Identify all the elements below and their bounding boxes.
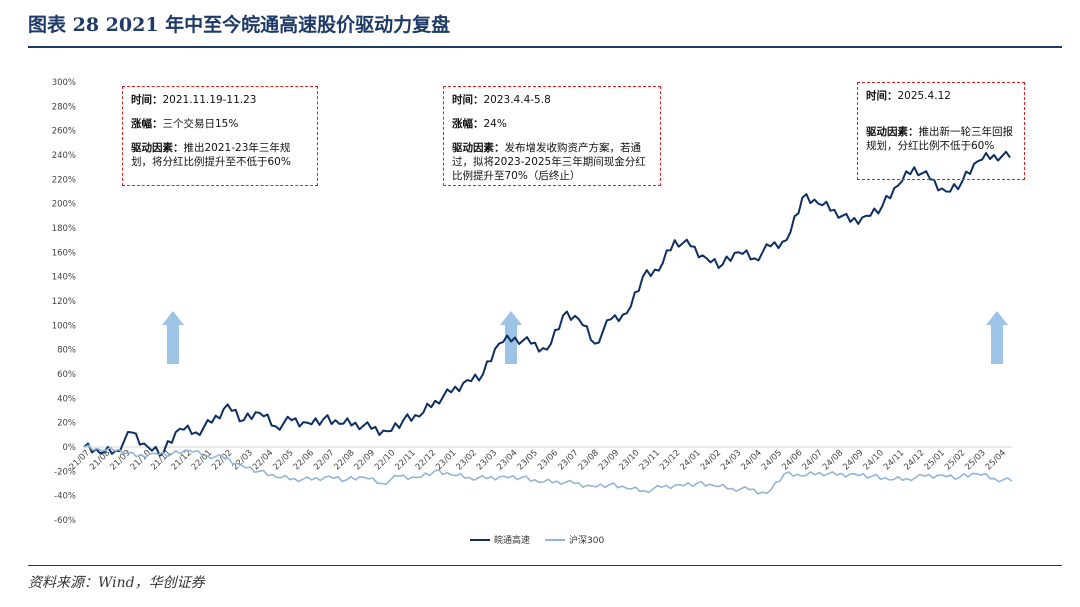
y-tick-label: 200% xyxy=(52,200,76,210)
y-tick-label: 80% xyxy=(57,346,76,356)
x-tick-label: 24/07 xyxy=(801,448,825,472)
annotation-box-2: 时间：2023.4.4-5.8 涨幅：24% 驱动因素：发布增发收购资产方案，若… xyxy=(443,86,661,186)
x-tick-label: 24/01 xyxy=(678,448,702,472)
y-tick-label: 300% xyxy=(52,78,76,88)
figure-title: 图表 28 2021 年中至今皖通高速股价驱动力复盘 xyxy=(28,14,451,36)
x-tick-label: 23/11 xyxy=(638,448,662,472)
y-tick-label: 40% xyxy=(57,394,76,404)
anno3-driver-label: 驱动因素： xyxy=(866,126,919,138)
up-arrow-icon xyxy=(500,311,522,364)
anno1-change-label: 涨幅： xyxy=(131,118,163,130)
x-tick-label: 24/06 xyxy=(780,448,804,472)
anno2-driver-label: 驱动因素： xyxy=(452,142,505,154)
y-tick-label: 260% xyxy=(52,127,76,137)
anno2-change-label: 涨幅： xyxy=(452,118,484,130)
x-tick-label: 24/09 xyxy=(841,448,865,472)
y-tick-label: 140% xyxy=(52,273,76,283)
annotation-box-3: 时间：2025.4.12 驱动因素：推出新一轮三年回报规划，分红比例不低于60% xyxy=(857,82,1025,180)
x-tick-label: 22/11 xyxy=(393,448,417,472)
x-tick-label: 22/02 xyxy=(210,448,234,472)
legend-label: 皖通高速 xyxy=(494,534,530,546)
anno1-time: 2021.11.19-11.23 xyxy=(162,94,257,106)
x-tick-label: 24/05 xyxy=(760,448,784,472)
y-tick-label: -40% xyxy=(54,492,76,502)
x-tick-label: 23/04 xyxy=(495,448,519,472)
x-tick-label: 24/12 xyxy=(902,448,926,472)
x-tick-label: 22/08 xyxy=(332,448,356,472)
y-tick-label: 100% xyxy=(52,321,76,331)
anno3-time-label: 时间： xyxy=(866,90,898,102)
x-tick-label: 24/11 xyxy=(882,448,906,472)
y-tick-label: 120% xyxy=(52,297,76,307)
legend-label: 沪深300 xyxy=(569,534,604,546)
x-tick-label: 22/12 xyxy=(414,448,438,472)
y-tick-label: 60% xyxy=(57,370,76,380)
x-tick-label: 23/08 xyxy=(577,448,601,472)
line-chart: 300% 280% 260% 240% 220% 200% 180% 160% 140% 120%… xyxy=(52,78,1013,546)
x-tick-label: 25/02 xyxy=(943,448,967,472)
anno1-driver: 推出2021-23年三年规划，将分红比例提升至不低于60% xyxy=(131,142,291,168)
x-tick-label: 23/05 xyxy=(516,448,540,472)
y-tick-label: 0% xyxy=(63,443,77,453)
series-line-wantong xyxy=(83,150,1011,457)
anno2-time-label: 时间： xyxy=(452,94,484,106)
anno2-change: 24% xyxy=(483,118,507,130)
x-tick-label: 22/04 xyxy=(251,448,275,472)
anno3-driver: 推出新一轮三年回报规划，分红比例不低于60% xyxy=(866,126,1013,152)
x-tick-label: 23/10 xyxy=(617,448,641,472)
x-tick-label: 21/11 xyxy=(149,448,173,472)
x-tick-label: 23/06 xyxy=(536,448,560,472)
x-tick-label: 24/08 xyxy=(821,448,845,472)
y-tick-label: 180% xyxy=(52,224,76,234)
x-tick-label: 23/01 xyxy=(434,448,458,472)
series-line-hs300 xyxy=(83,444,1013,495)
annotation-box-1: 时间：2021.11.19-11.23 涨幅：三个交易日15% 驱动因素：推出2… xyxy=(122,86,318,186)
x-tick-label: 23/02 xyxy=(454,448,478,472)
x-tick-label: 23/09 xyxy=(597,448,621,472)
x-tick-label: 23/12 xyxy=(658,448,682,472)
x-tick-label: 24/10 xyxy=(862,448,886,472)
x-tick-label: 22/05 xyxy=(271,448,295,472)
x-tick-label: 25/01 xyxy=(923,448,947,472)
x-tick-label: 25/04 xyxy=(984,448,1008,472)
anno1-driver-label: 驱动因素： xyxy=(131,142,184,154)
y-tick-label: 280% xyxy=(52,102,76,112)
anno1-change: 三个交易日15% xyxy=(162,118,239,130)
up-arrow-icon xyxy=(986,311,1008,364)
x-tick-label: 22/09 xyxy=(353,448,377,472)
anno2-driver: 发布增发收购资产方案，若通过，拟将2023-2025年三年期间现金分红比例提升至… xyxy=(452,142,646,182)
legend: 皖通高速 沪深300 xyxy=(470,534,604,546)
y-axis: 300% 280% 260% 240% 220% 200% 180% 160% 140% 120%… xyxy=(52,78,76,526)
anno3-time: 2025.4.12 xyxy=(897,90,951,102)
y-tick-label: -20% xyxy=(54,467,76,477)
y-tick-label: 20% xyxy=(57,419,76,429)
anno1-time-label: 时间： xyxy=(131,94,163,106)
x-tick-label: 24/04 xyxy=(739,448,763,472)
source-note: 资料来源：Wind，华创证券 xyxy=(28,575,205,591)
up-arrow-icon xyxy=(162,311,184,364)
y-tick-label: 160% xyxy=(52,248,76,258)
x-tick-label: 25/03 xyxy=(963,448,987,472)
anno2-time: 2023.4.4-5.8 xyxy=(483,94,551,106)
footer-rule xyxy=(28,565,1062,566)
x-tick-label: 24/03 xyxy=(719,448,743,472)
series-lines xyxy=(83,150,1013,495)
x-tick-label: 23/03 xyxy=(475,448,499,472)
x-tick-label: 24/02 xyxy=(699,448,723,472)
y-tick-label: 240% xyxy=(52,151,76,161)
y-tick-label: 220% xyxy=(52,175,76,185)
x-tick-label: 22/10 xyxy=(373,448,397,472)
x-tick-label: 22/07 xyxy=(312,448,336,472)
x-tick-label: 22/06 xyxy=(292,448,316,472)
x-tick-label: 23/07 xyxy=(556,448,580,472)
x-axis: 21/0721/0821/0921/1021/1121/1222/0122/02… xyxy=(68,446,1012,472)
up-arrows xyxy=(162,311,1008,364)
y-tick-label: -60% xyxy=(54,516,76,526)
title-rule xyxy=(28,46,1062,48)
